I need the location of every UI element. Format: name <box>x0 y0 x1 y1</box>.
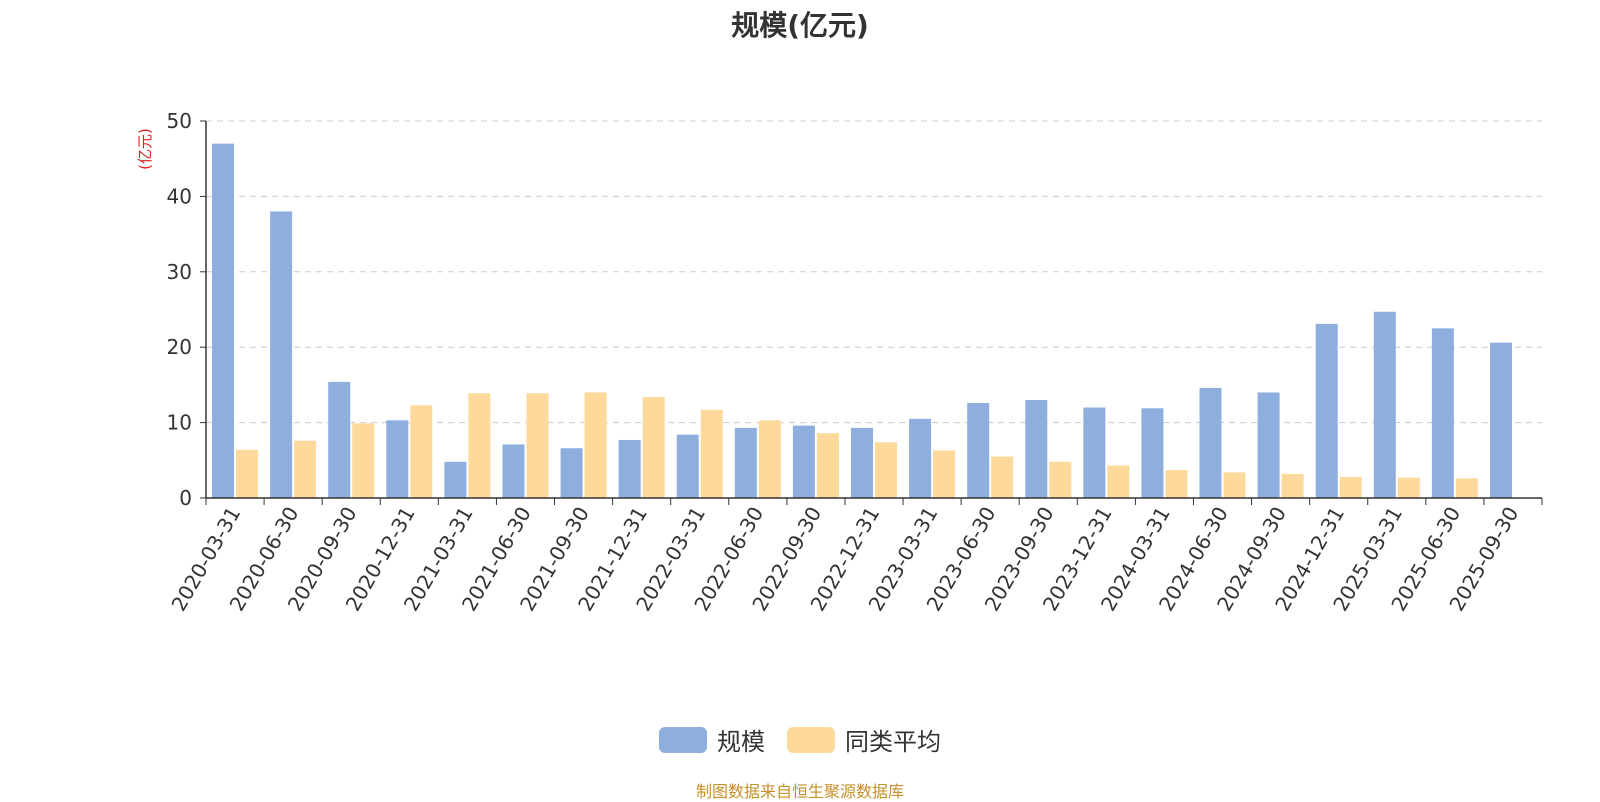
bar-scale <box>1257 392 1280 498</box>
chart-title: 规模(亿元) <box>731 9 869 42</box>
y-tick-label: 10 <box>167 411 192 435</box>
bar-peer-average <box>294 440 317 498</box>
bar-scale <box>909 418 932 498</box>
bar-peer-average <box>1165 470 1188 498</box>
bar-scale <box>444 461 467 498</box>
bar-scale <box>1431 328 1454 498</box>
bar-scale <box>734 427 757 498</box>
bar-scale <box>560 448 583 498</box>
bar-peer-average <box>468 393 491 498</box>
y-tick-label: 40 <box>167 184 192 208</box>
bar-peer-average <box>933 450 956 498</box>
bar-scale <box>851 427 873 498</box>
bar-peer-average <box>236 449 259 498</box>
bar-scale <box>676 434 699 498</box>
bar-peer-average <box>875 442 897 498</box>
legend-label-peer-average: 同类平均 <box>845 728 941 756</box>
bar-scale <box>386 420 409 498</box>
bar-peer-average <box>1223 472 1246 498</box>
bar-peer-average <box>816 433 839 498</box>
legend-item-scale[interactable]: 规模 <box>659 722 765 757</box>
y-tick-label: 30 <box>167 260 192 284</box>
bar-peer-average <box>1107 465 1130 498</box>
bar-scale <box>1373 311 1396 498</box>
bar-scale <box>328 381 351 498</box>
bar-scale <box>212 143 235 498</box>
bar-peer-average <box>758 420 781 498</box>
bar-peer-average <box>526 393 549 498</box>
legend-swatch-peer-average <box>787 726 835 753</box>
bar-scale <box>618 439 641 498</box>
bar-peer-average <box>1281 473 1304 498</box>
legend-label-scale: 规模 <box>717 728 765 756</box>
data-source-note: 制图数据来自恒生聚源数据库 <box>695 782 904 801</box>
bar-scale <box>967 402 990 498</box>
legend-swatch-scale <box>659 726 707 753</box>
bar-scale <box>1141 408 1164 498</box>
bar-scale <box>1199 387 1222 498</box>
bar-peer-average <box>700 409 723 498</box>
bar-scale <box>792 425 815 498</box>
y-tick-label: 0 <box>179 486 192 510</box>
bar-peer-average <box>642 396 665 498</box>
bar-scale <box>1025 399 1048 498</box>
bar-scale <box>502 444 525 498</box>
bar-peer-average <box>352 423 375 498</box>
bar-peer-average <box>991 456 1014 498</box>
bar-peer-average <box>1339 476 1362 498</box>
bar-peer-average <box>584 392 607 498</box>
bar-scale <box>1489 342 1512 498</box>
legend: 规模 同类平均 <box>0 722 1600 757</box>
bar-peer-average <box>1049 461 1072 498</box>
bar-scale <box>1315 323 1338 498</box>
bar-peer-average <box>410 405 433 498</box>
y-tick-label: 20 <box>167 335 192 359</box>
bar-scale <box>1083 407 1106 498</box>
bar-peer-average <box>1397 477 1420 498</box>
bar-peer-average <box>1455 478 1478 498</box>
y-axis-label: (亿元) <box>136 128 154 170</box>
bar-scale <box>270 211 293 499</box>
legend-item-peer-average[interactable]: 同类平均 <box>787 722 941 757</box>
y-tick-label: 50 <box>167 109 192 133</box>
